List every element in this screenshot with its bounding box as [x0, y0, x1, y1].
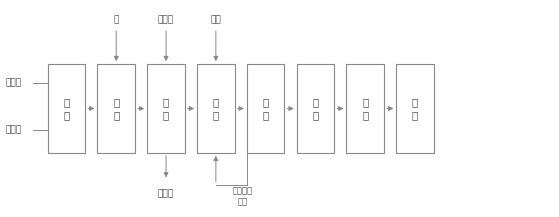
- Bar: [247, 64, 285, 153]
- Bar: [48, 64, 85, 153]
- Text: 离
心: 离 心: [312, 97, 319, 120]
- Text: 溶
解: 溶 解: [213, 97, 219, 120]
- Text: 溶剂回收
套用: 溶剂回收 套用: [233, 187, 253, 206]
- Bar: [97, 64, 135, 153]
- Bar: [396, 64, 434, 153]
- Text: 包
装: 包 装: [412, 97, 418, 120]
- Text: 抽
滤: 抽 滤: [163, 97, 169, 120]
- Text: 干
燥: 干 燥: [362, 97, 368, 120]
- Text: 磺
化: 磺 化: [63, 97, 69, 120]
- Text: 氯磺酸: 氯磺酸: [6, 79, 22, 88]
- Text: 水洗涤: 水洗涤: [158, 15, 174, 24]
- Bar: [297, 64, 334, 153]
- Text: 水: 水: [113, 15, 119, 24]
- Text: 溶剂: 溶剂: [211, 15, 221, 24]
- Bar: [347, 64, 384, 153]
- Text: 水
解: 水 解: [113, 97, 120, 120]
- Bar: [197, 64, 235, 153]
- Text: 结
晶: 结 晶: [263, 97, 269, 120]
- Bar: [147, 64, 185, 153]
- Text: 退热水: 退热水: [6, 125, 22, 134]
- Text: 废酸水: 废酸水: [158, 189, 174, 198]
